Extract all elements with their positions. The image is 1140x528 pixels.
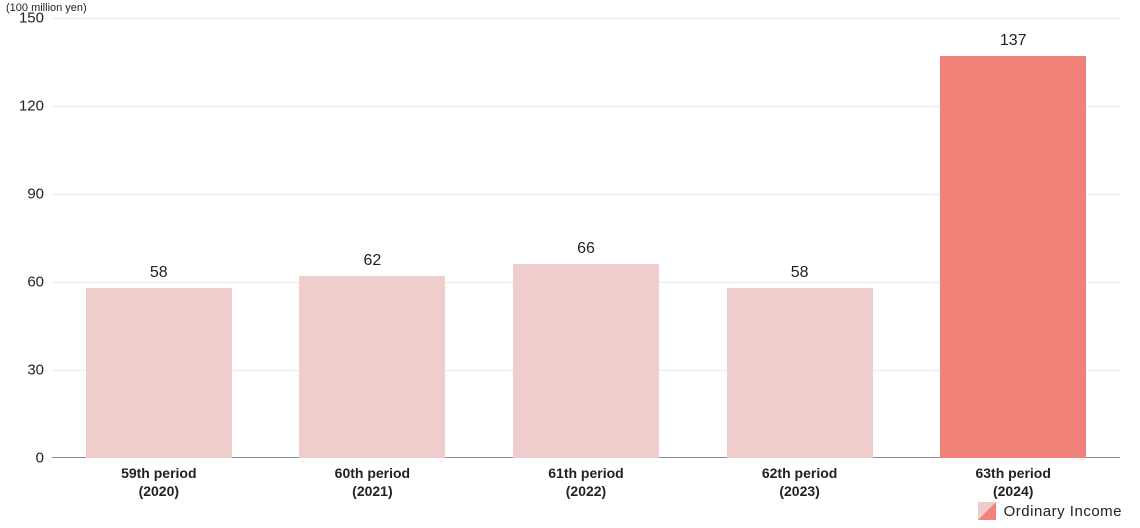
y-tick-label: 0 (36, 450, 44, 467)
legend-label: Ordinary Income (1004, 503, 1122, 520)
x-category-label: 62th period(2023) (693, 464, 907, 500)
y-tick-label: 90 (27, 186, 44, 203)
legend-swatch (978, 502, 996, 520)
grid-line (52, 18, 1120, 19)
ordinary-income-chart: (100 million yen) 03060901201505859th pe… (0, 0, 1140, 528)
plot-area: 03060901201505859th period(2020)6260th p… (52, 18, 1120, 458)
y-tick-label: 120 (19, 98, 44, 115)
bar: 137 (940, 56, 1086, 458)
x-category-label: 59th period(2020) (52, 464, 266, 500)
y-tick-label: 30 (27, 362, 44, 379)
bar-value-label: 62 (363, 252, 381, 270)
y-tick-label: 150 (19, 10, 44, 27)
bar-value-label: 58 (791, 264, 809, 282)
x-category-label: 60th period(2021) (266, 464, 480, 500)
x-category-label: 63th period(2024) (906, 464, 1120, 500)
bar-value-label: 66 (577, 240, 595, 258)
bar-value-label: 137 (1000, 32, 1027, 50)
x-category-label: 61th period(2022) (479, 464, 693, 500)
y-tick-label: 60 (27, 274, 44, 291)
bar-value-label: 58 (150, 264, 168, 282)
bar: 58 (727, 288, 873, 458)
bar: 58 (86, 288, 232, 458)
bar: 66 (513, 264, 659, 458)
legend: Ordinary Income (978, 502, 1122, 520)
bar: 62 (299, 276, 445, 458)
